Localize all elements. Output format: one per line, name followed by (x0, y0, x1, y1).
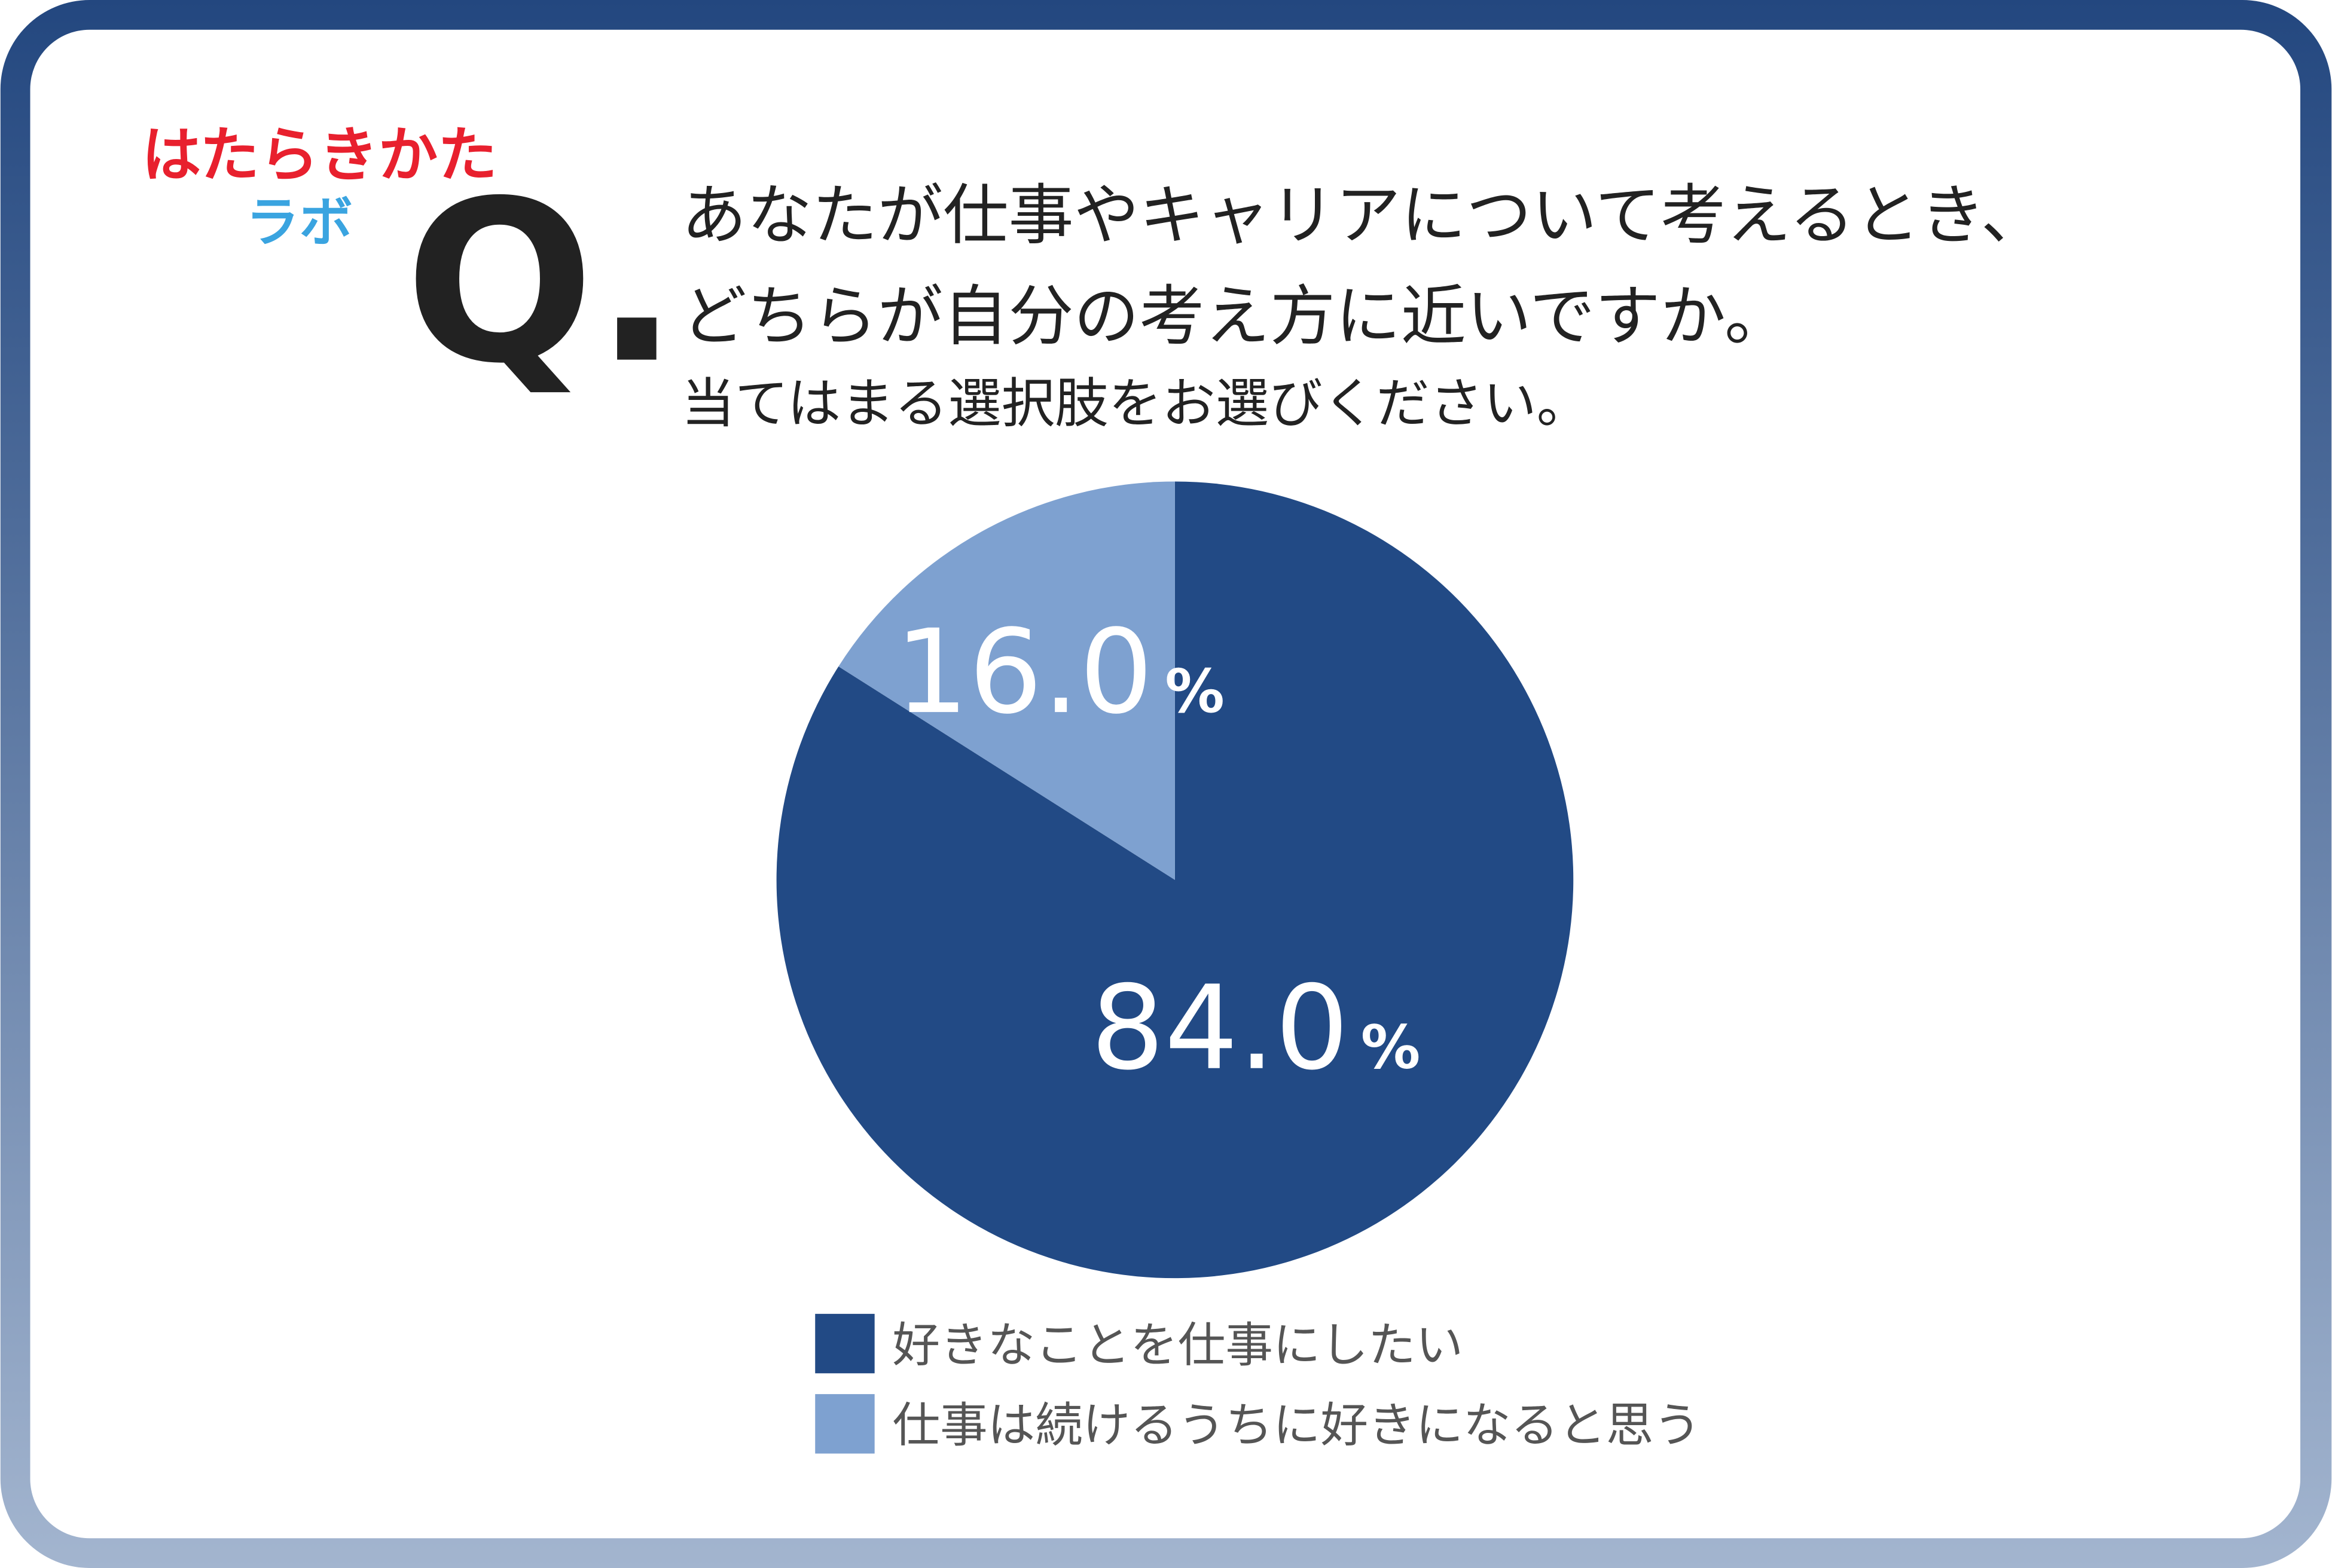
pie-slice (838, 481, 1175, 880)
logo-line-2: ラボ (246, 192, 353, 254)
question-line-1: あなたが仕事やキャリアについて考えるとき、 (681, 177, 2046, 253)
value-label: 16.0% (895, 604, 1225, 739)
value-number: 16.0 (895, 604, 1153, 739)
question-mark: Q. (405, 153, 679, 412)
value-number: 84.0 (1091, 961, 1349, 1096)
question-line-2: どちらが自分の考え方に近いですか。 (681, 278, 1790, 354)
legend-label: 好きなことを仕事にしたい (893, 1317, 1464, 1373)
legend-label: 仕事は続けるうちに好きになると思う (893, 1398, 1701, 1453)
legend-swatch (815, 1394, 875, 1454)
legend-swatch (815, 1313, 875, 1374)
logo-line-1: はたらきかた (142, 121, 497, 189)
value-unit: % (1165, 658, 1225, 726)
value-label: 84.0% (1091, 961, 1420, 1096)
value-unit: % (1361, 1014, 1421, 1083)
instruction: 当てはまる選択肢をお選びください。 (681, 373, 1590, 435)
pie: 84.0 %16.0% (776, 481, 1574, 1279)
